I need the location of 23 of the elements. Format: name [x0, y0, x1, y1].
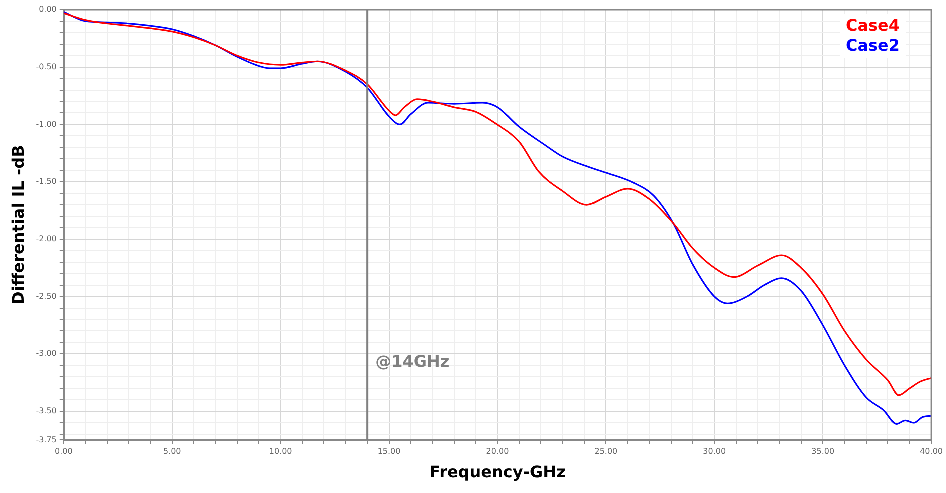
y-tick-label: -1.00 [36, 120, 57, 129]
x-tick-label: 25.00 [594, 447, 618, 456]
y-tick-label: -2.50 [36, 292, 57, 301]
x-tick-label: 10.00 [269, 447, 292, 456]
x-tick-label: 5.00 [163, 447, 182, 456]
y-tick-label: 0.00 [39, 5, 57, 14]
x-axis-title: Frequency-GHz [430, 462, 566, 482]
x-tick-label: 20.00 [486, 447, 510, 456]
y-tick-label: -3.50 [36, 406, 57, 416]
x-tick-label: 15.00 [378, 447, 401, 456]
x-tick-label: 30.00 [703, 447, 726, 456]
x-tick-label: 0.00 [54, 447, 73, 456]
y-tick-label: -0.50 [36, 62, 57, 72]
text: Case2 [846, 36, 900, 56]
y-tick-label: -2.00 [36, 234, 57, 244]
y-tick-label: -3.00 [36, 349, 57, 358]
y-tick-label: -3.75 [36, 435, 57, 444]
y-tick-label: -1.50 [36, 177, 57, 186]
x-tick-label: 40.00 [920, 447, 943, 456]
y-axis-title: Differential IL -dB [8, 145, 28, 305]
text: Case4 [846, 16, 900, 36]
ref-line-label: @14GHz [376, 352, 450, 371]
x-tick-label: 35.00 [812, 447, 835, 456]
